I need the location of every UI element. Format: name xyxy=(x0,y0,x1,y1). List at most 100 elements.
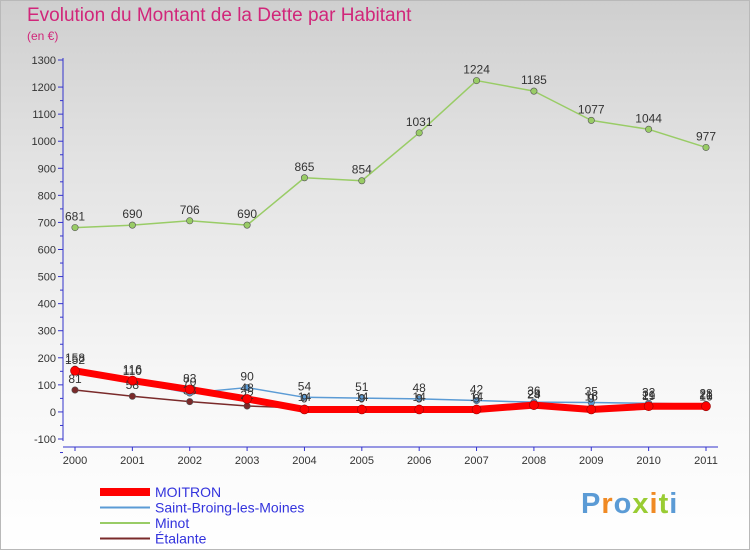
x-tick-label: 2007 xyxy=(464,455,488,467)
x-tick-label: 2010 xyxy=(636,455,660,467)
x-tick-label: 2008 xyxy=(522,455,546,467)
data-point xyxy=(701,401,711,412)
data-point xyxy=(473,77,481,85)
data-label: 24 xyxy=(527,387,541,401)
chart-title: Evolution du Montant de la Dette par Hab… xyxy=(27,5,412,26)
legend-label: Minot xyxy=(155,515,189,531)
data-point xyxy=(300,393,308,401)
data-label: 706 xyxy=(180,203,200,217)
data-point xyxy=(128,392,136,400)
y-tick-label: 800 xyxy=(38,190,56,202)
data-label: 690 xyxy=(122,207,142,221)
data-label: 21 xyxy=(642,388,656,402)
data-point xyxy=(529,400,539,410)
data-label: 9 xyxy=(588,391,595,405)
logo-letter: i xyxy=(669,488,679,520)
data-label: 9 xyxy=(416,391,423,405)
data-label: 90 xyxy=(240,370,254,384)
data-label: 48 xyxy=(240,381,254,395)
data-point xyxy=(243,221,251,229)
data-point xyxy=(415,395,423,403)
data-label: 28 xyxy=(699,386,713,400)
data-label: 9 xyxy=(301,391,308,405)
x-tick-label: 2004 xyxy=(292,455,316,467)
y-tick-label: 600 xyxy=(38,245,56,257)
data-point xyxy=(186,398,194,406)
data-label: 681 xyxy=(65,210,85,224)
data-point xyxy=(127,375,138,386)
data-label: 81 xyxy=(68,372,82,386)
x-tick-label: 2011 xyxy=(694,455,718,467)
x-tick-label: 2009 xyxy=(579,455,603,467)
data-label: 116 xyxy=(123,363,142,377)
data-label: 19 xyxy=(642,389,656,403)
logo-letter: r xyxy=(601,488,614,520)
data-point xyxy=(358,177,366,185)
data-point xyxy=(471,404,482,415)
data-label: 70 xyxy=(183,375,197,389)
data-label: 1185 xyxy=(521,73,547,87)
data-label: 54 xyxy=(298,379,312,393)
data-point xyxy=(702,143,710,151)
data-point xyxy=(587,116,595,124)
x-tick-label: 2005 xyxy=(350,455,374,467)
data-point xyxy=(358,394,366,402)
y-tick-label: 1300 xyxy=(32,55,56,67)
data-label: 977 xyxy=(696,129,716,143)
data-label: 36 xyxy=(527,384,541,398)
logo-letter: t xyxy=(658,488,670,520)
y-tick-label: 400 xyxy=(38,299,56,311)
data-point xyxy=(643,401,654,412)
x-tick-label: 2006 xyxy=(407,455,431,467)
y-tick-label: 500 xyxy=(38,272,56,284)
data-label: 152 xyxy=(65,353,85,367)
data-label: 51 xyxy=(355,380,369,394)
data-point xyxy=(186,217,194,225)
data-point xyxy=(414,404,424,415)
data-label: 1224 xyxy=(463,63,490,77)
data-point xyxy=(645,125,653,133)
x-tick-label: 2003 xyxy=(235,455,259,467)
data-label: 48 xyxy=(413,381,427,395)
y-tick-label: 1000 xyxy=(32,136,56,148)
y-tick-label: 1200 xyxy=(32,82,56,94)
data-label: 16 xyxy=(699,390,713,404)
data-label: 690 xyxy=(237,207,257,221)
x-tick-label: 2001 xyxy=(120,455,144,467)
logo-letter: P xyxy=(581,488,602,520)
data-label: 21 xyxy=(699,388,713,402)
legend-label: Étalante xyxy=(155,531,207,547)
y-tick-label: 700 xyxy=(38,217,56,229)
data-label: 1031 xyxy=(406,115,433,129)
y-tick-label: 300 xyxy=(38,326,56,338)
series-line-2 xyxy=(74,79,707,229)
data-point xyxy=(473,397,481,405)
data-point xyxy=(70,365,80,376)
data-point xyxy=(128,221,136,229)
data-label: 158 xyxy=(65,351,85,365)
data-label: 42 xyxy=(470,383,484,397)
logo-letter: o xyxy=(613,488,633,520)
data-label: 25 xyxy=(527,387,541,401)
data-label: 35 xyxy=(585,384,599,398)
data-point xyxy=(357,404,367,415)
data-point xyxy=(243,384,251,392)
logo-letter: i xyxy=(649,488,659,520)
data-label: 9 xyxy=(473,391,480,405)
y-tick-label: 100 xyxy=(38,380,56,392)
y-tick-label: 200 xyxy=(38,353,56,365)
y-tick-label: 1100 xyxy=(32,109,56,121)
data-point xyxy=(586,404,597,415)
data-label: 1044 xyxy=(635,111,662,125)
data-label: 9 xyxy=(358,391,365,405)
data-label: 865 xyxy=(294,160,314,174)
logo-letter: x xyxy=(632,488,650,520)
data-label: 16 xyxy=(585,390,599,404)
x-tick-label: 2000 xyxy=(63,455,87,467)
data-point xyxy=(299,404,310,415)
data-point xyxy=(184,384,195,395)
series-line-0 xyxy=(71,367,710,413)
data-point xyxy=(242,394,252,404)
